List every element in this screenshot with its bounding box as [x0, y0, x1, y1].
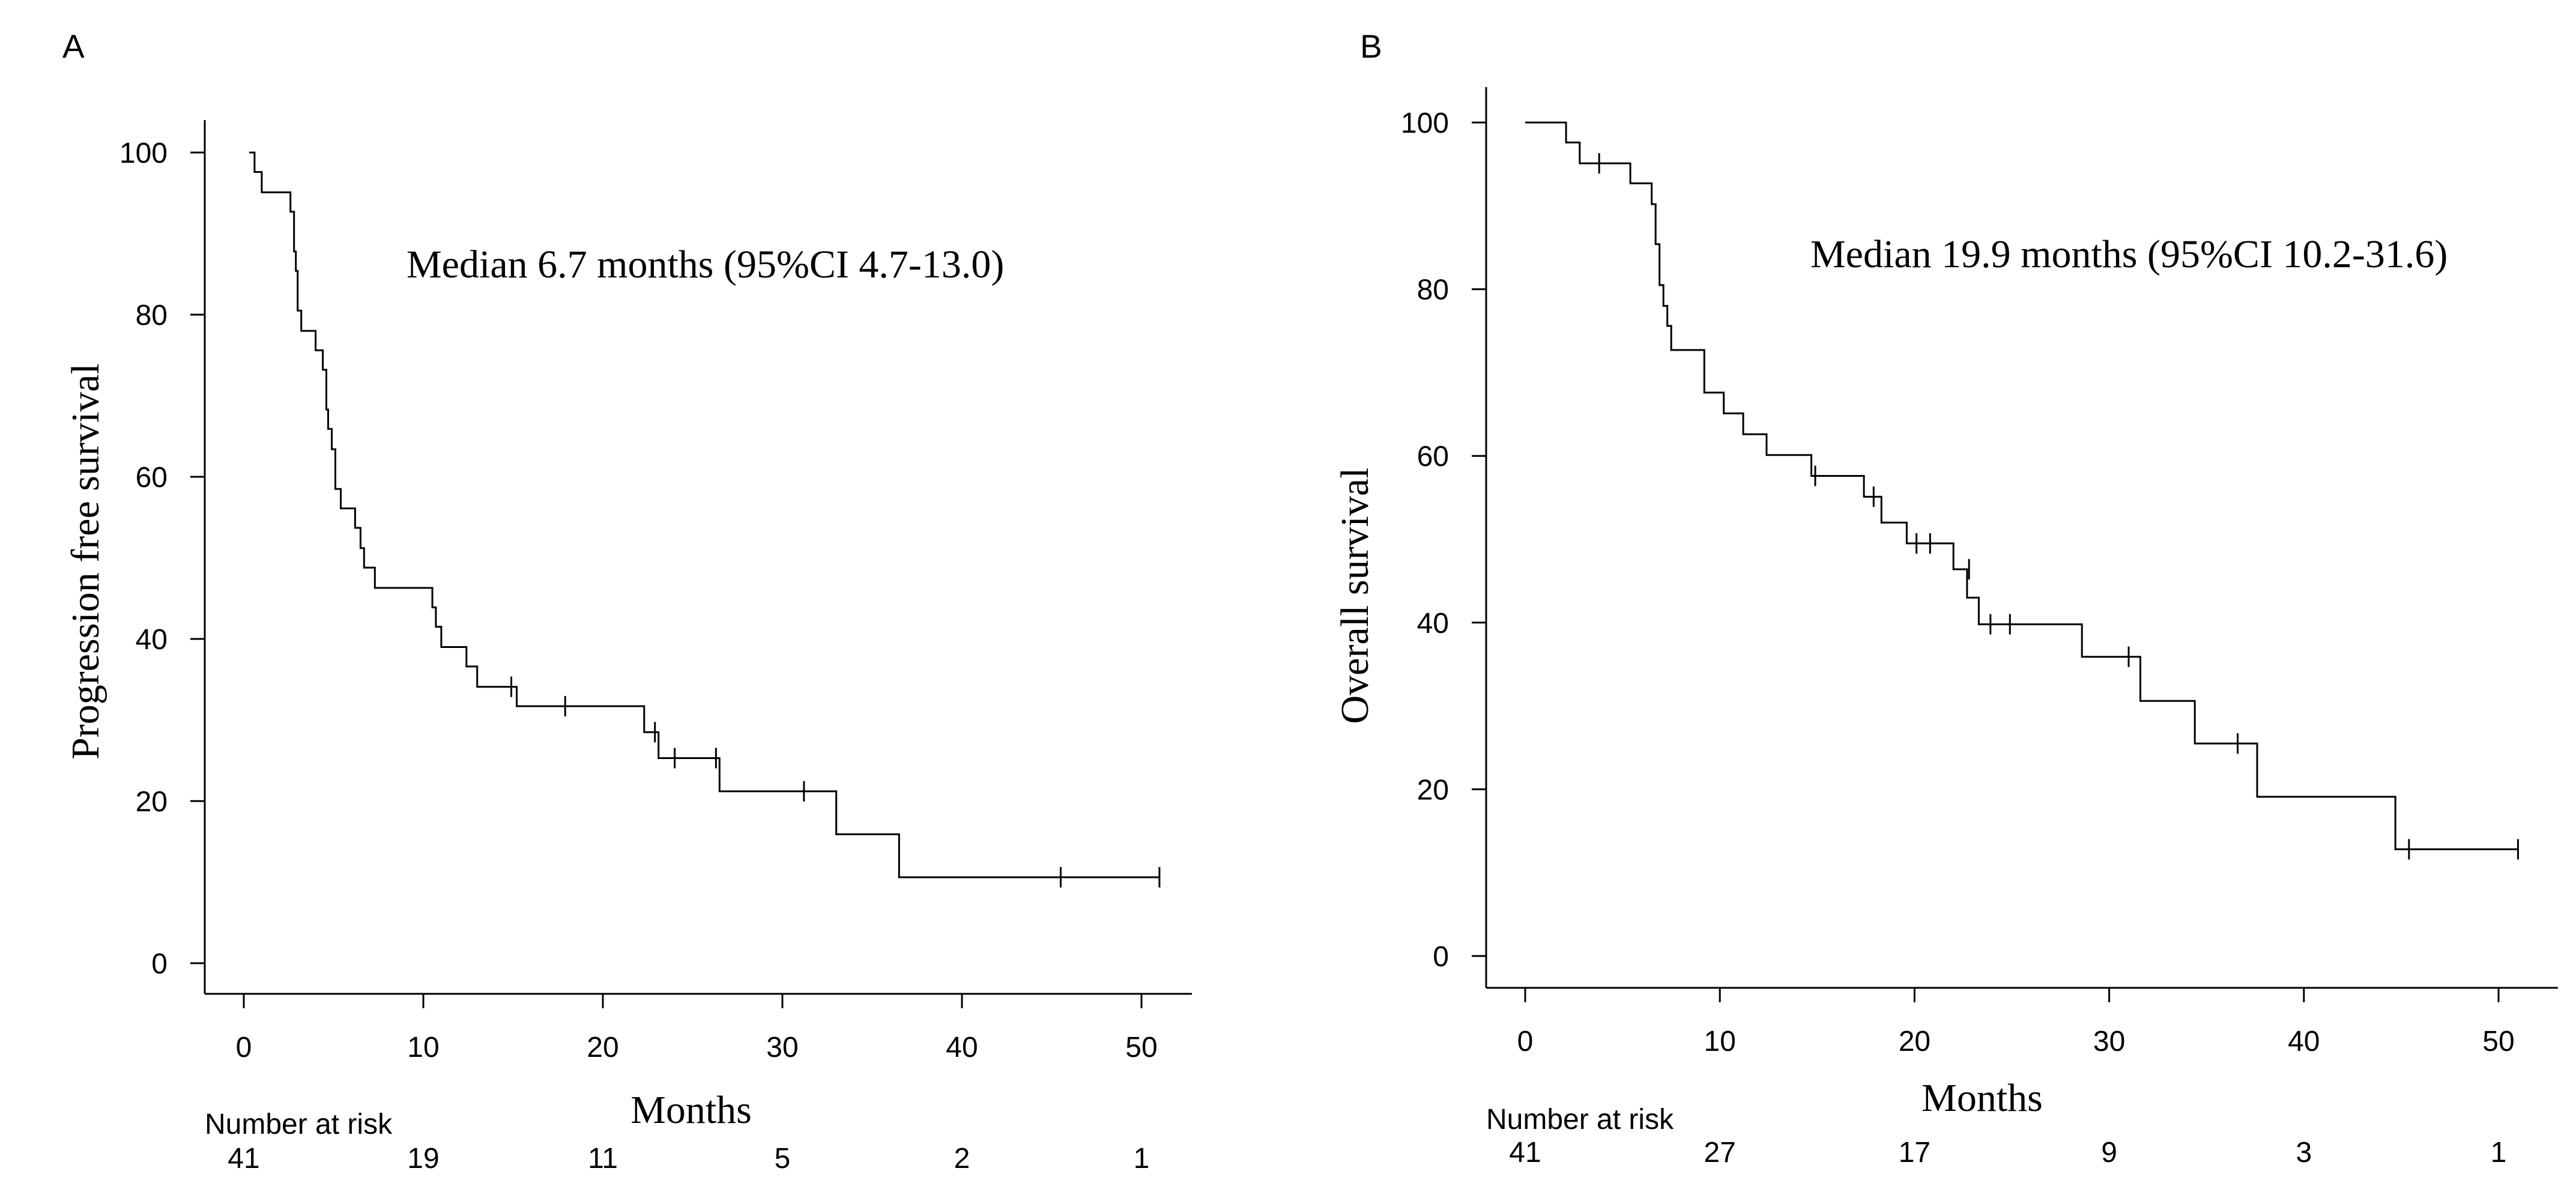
y-tick-label-a: 80	[136, 300, 168, 331]
risk-value-a: 19	[407, 1143, 439, 1175]
median-annotation-b: Median 19.9 months (95%CI 10.2-31.6)	[1810, 232, 2448, 276]
plot-area-b: 0 20 40 60 80 100 0 10 20 30 40 50	[1401, 87, 2558, 1057]
y-tick-label-b: 100	[1401, 107, 1449, 139]
x-tick-label-a: 0	[236, 1032, 252, 1063]
panel-a: A Median 6.7 months (95%CI 4.7-13.0) Pro…	[62, 28, 1192, 1175]
x-axis-label-b: Months	[1921, 1076, 2043, 1120]
median-annotation-a: Median 6.7 months (95%CI 4.7-13.0)	[407, 243, 1004, 286]
x-tick-label-b: 40	[2288, 1026, 2320, 1057]
panel-b: B Median 19.9 months (95%CI 10.2-31.6) O…	[1333, 28, 2558, 1169]
survival-curve-b	[1525, 121, 2518, 850]
panel-label-a: A	[62, 28, 85, 65]
risk-value-a: 11	[588, 1143, 618, 1175]
y-tick-label-a: 60	[136, 462, 168, 494]
risk-value-a: 1	[1134, 1143, 1150, 1175]
risk-value-b: 17	[1899, 1137, 1930, 1169]
y-tick-label-a: 40	[136, 624, 168, 656]
x-tick-label-a: 50	[1125, 1032, 1157, 1063]
risk-value-b: 3	[2296, 1137, 2312, 1169]
risk-value-b: 9	[2101, 1137, 2117, 1169]
y-tick-label-a: 0	[151, 948, 168, 980]
risk-value-b: 1	[2491, 1137, 2507, 1169]
risk-value-b: 27	[1704, 1137, 1736, 1169]
x-tick-label-b: 10	[1704, 1026, 1736, 1057]
y-tick-label-b: 20	[1417, 774, 1449, 806]
y-tick-label-b: 60	[1417, 441, 1449, 473]
y-tick-label-b: 40	[1417, 608, 1449, 640]
risk-table-title-b: Number at risk	[1486, 1104, 1674, 1136]
risk-value-a: 2	[954, 1143, 970, 1175]
y-axis-label-b: Overall survival	[1333, 467, 1377, 724]
risk-row-a: 41 19 11 5 2 1	[228, 1143, 1149, 1175]
plot-area-a: 0 20 40 60 80 100 0 10 20 30 40 50	[119, 120, 1192, 1063]
risk-value-a: 5	[775, 1143, 791, 1175]
risk-row-b: 41 27 17 9 3 1	[1509, 1137, 2506, 1169]
x-tick-label-a: 20	[587, 1032, 618, 1063]
x-axis-label-a: Months	[630, 1088, 752, 1132]
risk-value-a: 41	[228, 1143, 259, 1175]
y-tick-label-b: 0	[1433, 941, 1449, 973]
x-tick-label-b: 30	[2093, 1026, 2125, 1057]
y-tick-label-a: 20	[136, 786, 168, 818]
x-tick-label-b: 0	[1517, 1026, 1534, 1057]
y-axis-label-a: Progression free survival	[64, 363, 107, 760]
risk-value-b: 41	[1509, 1137, 1541, 1169]
x-tick-label-b: 20	[1899, 1026, 1930, 1057]
x-tick-label-a: 40	[946, 1032, 978, 1063]
x-tick-label-b: 50	[2482, 1026, 2514, 1057]
y-tick-label-b: 80	[1417, 274, 1449, 306]
panel-label-b: B	[1360, 28, 1382, 65]
y-tick-label-a: 100	[119, 138, 168, 169]
risk-table-title-a: Number at risk	[205, 1109, 393, 1140]
survival-curve-a	[249, 151, 1160, 879]
x-tick-label-a: 30	[766, 1032, 798, 1063]
x-tick-label-a: 10	[407, 1032, 439, 1063]
